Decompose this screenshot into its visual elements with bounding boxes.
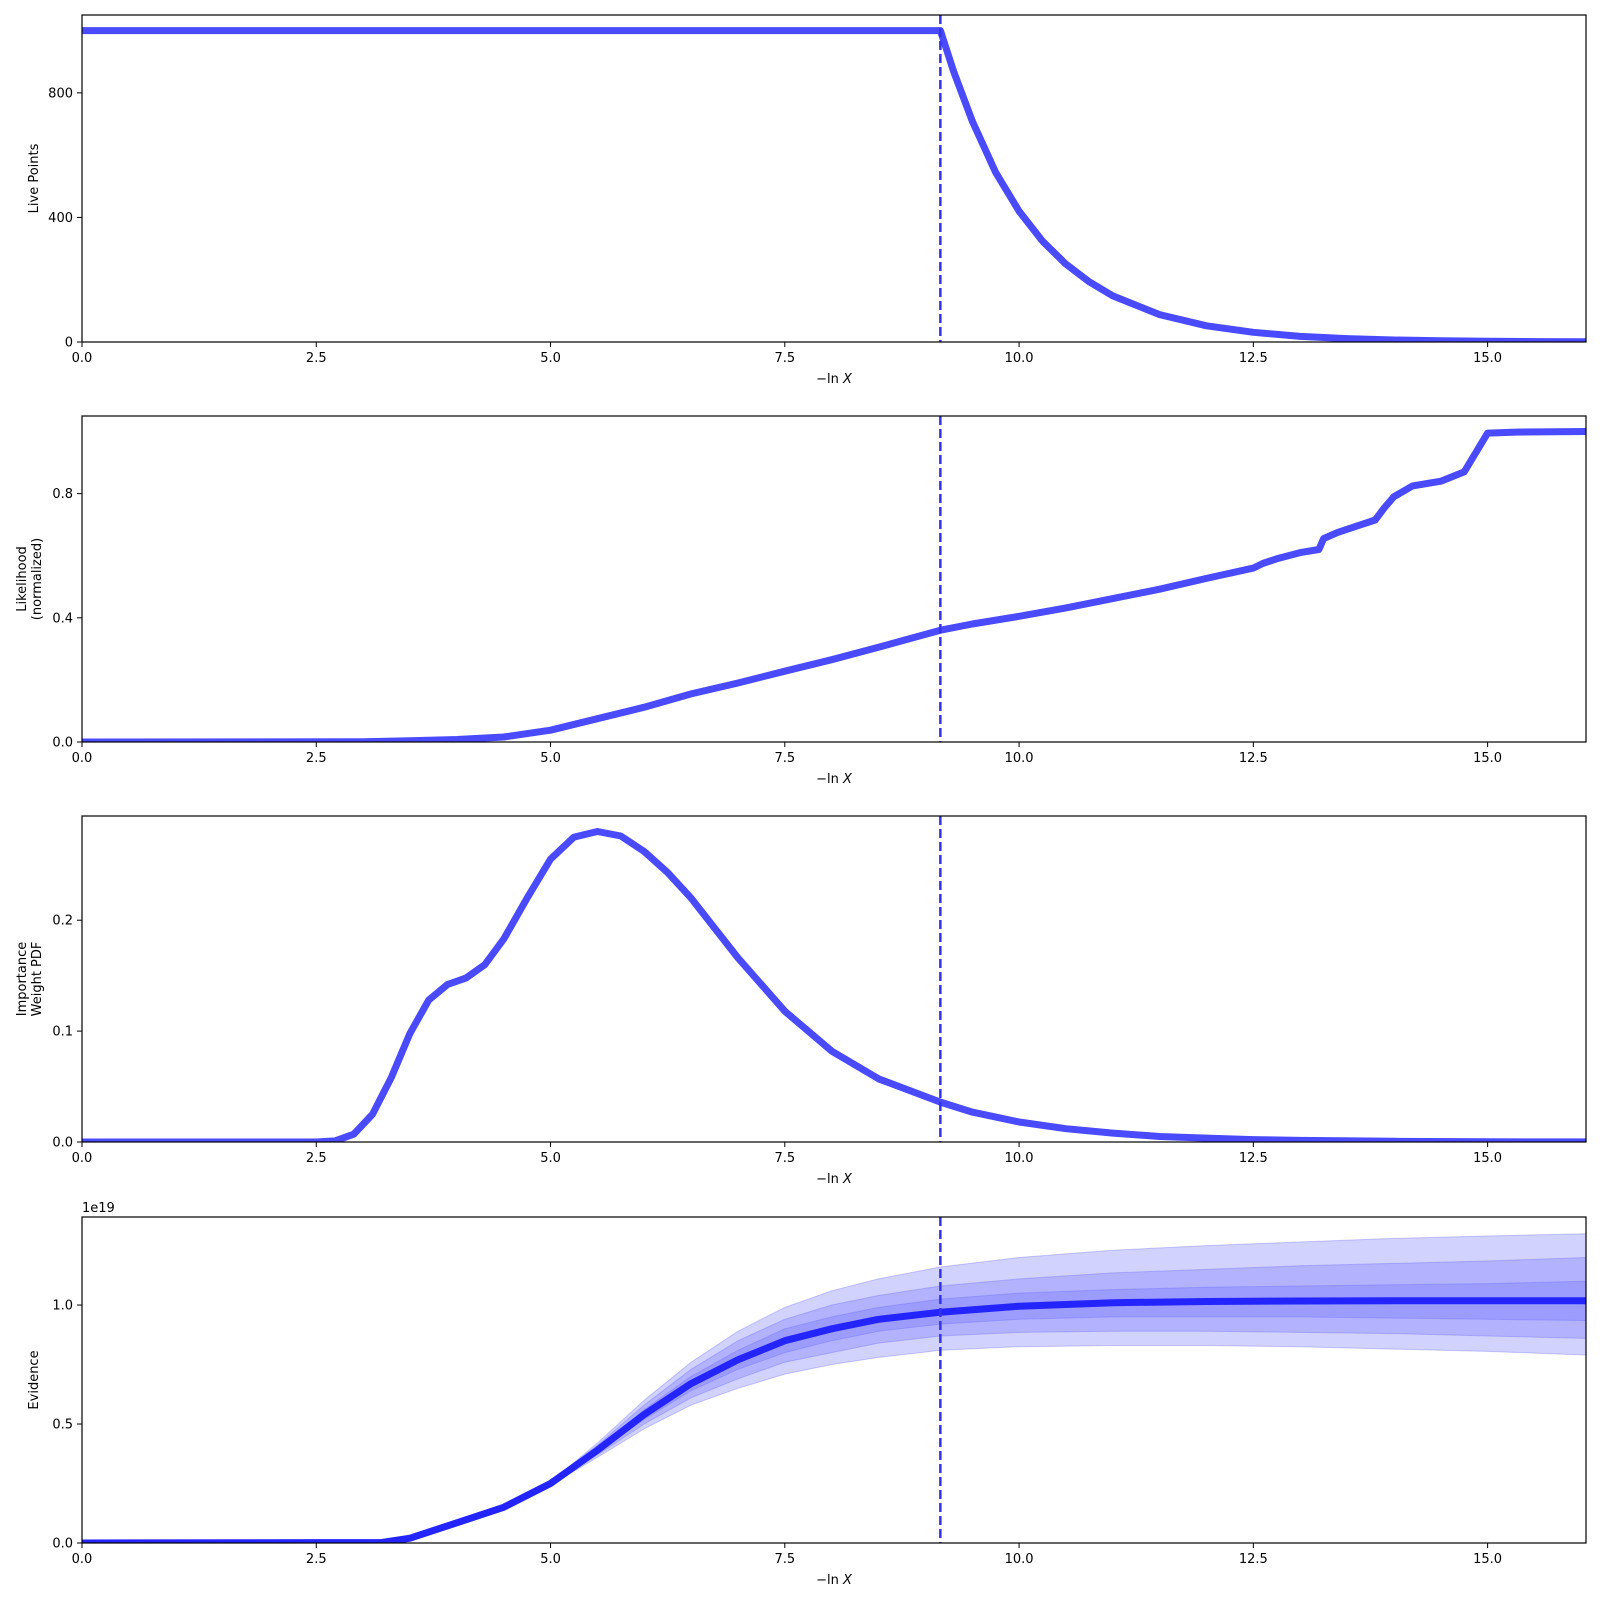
x-tick-label: 2.5 [306,1151,327,1166]
y-tick-label: 800 [48,86,73,101]
x-tick-label: 0.0 [72,751,93,766]
x-tick-label: 0.0 [72,1151,93,1166]
y-tick-label: 0 [65,336,73,351]
panel-live-points: 0.0 2.5 5.0 7.5 10.0 12.5 15.0 0 400 800 −ln X Live… [27,14,1587,387]
plot-area [82,1233,1586,1543]
panel-likelihood: 0.0 2.5 5.0 7.5 10.0 12.5 15.0 0.0 0.4 0.8 −ln X Li… [15,415,1587,787]
band-3σ [82,1233,1586,1543]
y-tick-label: 0.5 [52,1418,73,1433]
plot-area [82,828,1586,1142]
x-tick-label: 7.5 [774,751,795,766]
x-tick-label: 15.0 [1473,351,1502,366]
y-axis-label: ImportanceWeight PDF [15,942,45,1017]
x-axis-label: −ln X [816,772,853,787]
y-tick-label: 0.4 [52,611,73,626]
x-tick-label: 5.0 [540,351,561,366]
x-tick-label: 12.5 [1239,751,1268,766]
axes-frame [81,415,1587,743]
y-tick-label: 0.0 [52,1136,73,1151]
axes-frame [81,815,1587,1143]
y-tick-label: 0.0 [52,1537,73,1552]
x-tick-label: 10.0 [1005,1552,1034,1567]
y-tick-label: 0.1 [52,1025,73,1040]
x-tick-label: 2.5 [306,1552,327,1567]
x-tick-label: 10.0 [1005,751,1034,766]
x-tick-label: 12.5 [1239,1151,1268,1166]
x-axis-label: −ln X [816,372,853,387]
axes-frame [81,1216,1587,1544]
x-tick-label: 2.5 [306,351,327,366]
x-tick-label: 12.5 [1239,351,1268,366]
y-axis-label: Evidence [27,1350,42,1409]
x-axis-label: −ln X [816,1172,853,1187]
band-2σ [82,1256,1586,1543]
y-tick-label: 0.0 [52,736,73,751]
x-tick-label: 0.0 [72,1552,93,1567]
y-axis-label: Live Points [27,143,42,213]
y-tick-label: 0.2 [52,914,73,929]
y-tick-label: 400 [48,211,73,226]
x-tick-label: 2.5 [306,751,327,766]
plot-area [82,428,1586,742]
x-tick-label: 7.5 [774,1151,795,1166]
x-tick-label: 12.5 [1239,1552,1268,1567]
plot-area [82,27,1586,342]
x-tick-label: 0.0 [72,351,93,366]
panel-importance-weight: 0.0 2.5 5.0 7.5 10.0 12.5 15.0 0.0 0.1 0.2 −ln X Im… [15,815,1587,1187]
panel-evidence: 0.0 2.5 5.0 7.5 10.0 12.5 15.0 0.0 0.5 1.0 −ln X Ev… [27,1201,1587,1588]
x-tick-label: 5.0 [540,751,561,766]
x-tick-label: 5.0 [540,1151,561,1166]
axes-frame [81,14,1587,343]
series-line [82,428,1586,742]
x-tick-label: 7.5 [774,351,795,366]
x-tick-label: 10.0 [1005,1151,1034,1166]
x-tick-label: 15.0 [1473,1151,1502,1166]
x-tick-label: 15.0 [1473,751,1502,766]
series-line [82,828,1586,1142]
series-line-median [82,1297,1586,1543]
x-tick-label: 15.0 [1473,1552,1502,1567]
series-line [82,27,1586,342]
y-tick-label: 0.8 [52,487,73,502]
x-axis-label: −ln X [816,1573,853,1588]
y-tick-label: 1.0 [52,1299,73,1314]
x-tick-label: 10.0 [1005,351,1034,366]
x-tick-label: 5.0 [540,1552,561,1567]
y-offset-label: 1e19 [82,1201,115,1216]
y-axis-label: Likelihood(normalized) [15,538,45,620]
x-tick-label: 7.5 [774,1552,795,1567]
